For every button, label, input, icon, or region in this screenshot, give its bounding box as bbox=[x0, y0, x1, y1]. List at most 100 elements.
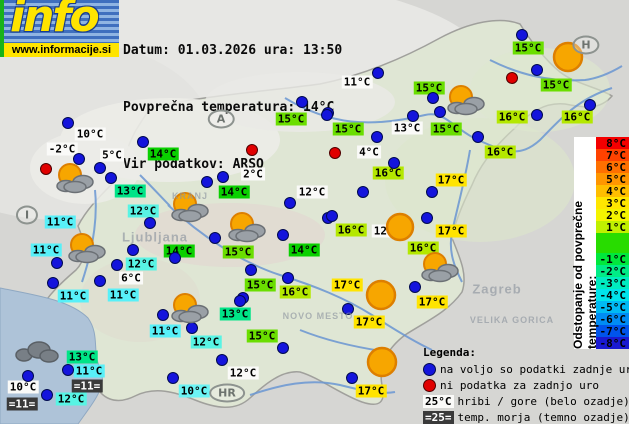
station-dot-blue bbox=[346, 372, 358, 384]
temperature-label: 14°C bbox=[147, 147, 179, 161]
legend-item: ni podatka za zadnjo uro bbox=[423, 377, 629, 393]
scale-band: -8°C bbox=[596, 337, 629, 350]
sun-icon bbox=[365, 279, 397, 311]
temperature-label: 15°C bbox=[430, 122, 462, 136]
scale-band bbox=[596, 233, 629, 253]
station-dot-blue bbox=[127, 244, 139, 256]
legend-item: 25°C hribi / gore (belo ozadje) bbox=[423, 393, 629, 409]
scale-band: 2°C bbox=[596, 209, 629, 222]
scale-band: 7°C bbox=[596, 149, 629, 162]
station-dot-blue bbox=[371, 131, 383, 143]
temperature-label: 15°C bbox=[332, 122, 364, 136]
site-logo[interactable]: info www.informacije.si bbox=[0, 0, 119, 57]
station-dot-blue bbox=[111, 259, 123, 271]
map-header: Datum: 01.03.2026 ura: 13:50 Povprečna t… bbox=[123, 3, 342, 212]
station-dot-blue bbox=[326, 210, 338, 222]
temperature-label: 12°C bbox=[227, 366, 259, 380]
temperature-label: 12°C bbox=[125, 257, 157, 271]
temperature-label: 17°C bbox=[435, 173, 467, 187]
deviation-scale: Odstopanje od povprečne temperature: 8°C… bbox=[571, 137, 629, 350]
site-logo-text: info bbox=[10, 0, 100, 42]
temperature-label: 15°C bbox=[246, 329, 278, 343]
temperature-label: 12°C bbox=[190, 335, 222, 349]
sun-cloud-icon bbox=[168, 191, 212, 223]
sun-cloud-icon bbox=[53, 162, 97, 194]
station-dot-blue bbox=[407, 110, 419, 122]
station-dot-blue bbox=[105, 172, 117, 184]
city-label: Kranj bbox=[171, 191, 209, 201]
temperature-label: 16°C bbox=[335, 223, 367, 237]
header-date: Datum: 01.03.2026 ura: 13:50 bbox=[123, 43, 343, 58]
temperature-label: 10°C bbox=[74, 127, 106, 141]
scale-band: -7°C bbox=[596, 325, 629, 338]
station-dot-blue bbox=[434, 106, 446, 118]
station-dot-blue bbox=[47, 277, 59, 289]
station-dot-blue bbox=[531, 109, 543, 121]
legend-item-text: ni podatka za zadnjo uro bbox=[440, 378, 599, 392]
station-dot-blue bbox=[201, 176, 213, 188]
temperature-label: -2°C bbox=[46, 142, 78, 156]
temperature-label: 11°C bbox=[341, 75, 373, 89]
scale-band: 6°C bbox=[596, 161, 629, 174]
temperature-label: 16°C bbox=[372, 166, 404, 180]
scale-band: -1°C bbox=[596, 253, 629, 266]
city-label: Zagreb bbox=[472, 281, 522, 297]
sun-cloud-icon bbox=[444, 84, 488, 116]
road-sign: A bbox=[207, 109, 235, 129]
temperature-label: 11°C bbox=[44, 215, 76, 229]
temperature-label: 17°C bbox=[331, 278, 363, 292]
temperature-label: 12°C bbox=[55, 392, 87, 406]
city-label: Velika Gorica bbox=[469, 315, 555, 325]
legend-items: na voljo so podatki zadnje ure ni podatka… bbox=[423, 361, 629, 424]
temperature-label: 15°C bbox=[540, 78, 572, 92]
station-dot-red bbox=[40, 163, 52, 175]
deviation-scale-bands: 8°C 7°C 6°C 5°C 4°C 3°C 2°C 1°C -1°C -2°C -3°C -4°C… bbox=[596, 137, 629, 350]
temperature-label: 11°C bbox=[107, 288, 139, 302]
station-dot-blue bbox=[409, 281, 421, 293]
temperature-label: =11= bbox=[6, 397, 38, 411]
temperature-label: 15°C bbox=[222, 245, 254, 259]
scale-band: 5°C bbox=[596, 173, 629, 186]
scale-band: 8°C bbox=[596, 137, 629, 150]
temperature-label: 16°C bbox=[407, 241, 439, 255]
legend: Legenda: na voljo so podatki zadnje ure n… bbox=[423, 346, 629, 424]
blue-dot-icon bbox=[423, 362, 436, 376]
sea-sample-box: =25= bbox=[423, 410, 454, 424]
legend-item-text: temp. morja (temno ozadje) bbox=[457, 410, 629, 424]
temperature-label: 4°C bbox=[357, 145, 381, 159]
temperature-label: 6°C bbox=[119, 271, 143, 285]
scale-band: -2°C bbox=[596, 265, 629, 278]
temperature-label: 16°C bbox=[561, 110, 593, 124]
legend-item: na voljo so podatki zadnje ure bbox=[423, 361, 629, 377]
temperature-label: 15°C bbox=[244, 278, 276, 292]
station-dot-blue bbox=[22, 370, 34, 382]
sun-cloud-icon bbox=[65, 232, 109, 264]
scale-band: -4°C bbox=[596, 289, 629, 302]
city-label: Ljubljana bbox=[121, 229, 189, 245]
station-dot-blue bbox=[321, 109, 333, 121]
station-dot-blue bbox=[169, 252, 181, 264]
site-url: www.informacije.si bbox=[4, 43, 119, 57]
station-dot-blue bbox=[94, 162, 106, 174]
legend-title: Legenda: bbox=[423, 346, 476, 359]
temperature-label: 15°C bbox=[512, 41, 544, 55]
temperature-label: 15°C bbox=[275, 112, 307, 126]
temperature-label: 16°C bbox=[279, 285, 311, 299]
road-sign: HR bbox=[209, 383, 245, 403]
station-dot-blue bbox=[157, 309, 169, 321]
station-dot-blue bbox=[277, 229, 289, 241]
temperature-label: 13°C bbox=[391, 121, 423, 135]
scale-band: 3°C bbox=[596, 197, 629, 210]
temperature-label: 2°C bbox=[241, 167, 265, 181]
temperature-label: =11= bbox=[71, 379, 103, 393]
sun-cloud-icon bbox=[225, 211, 269, 243]
temperature-label: 14°C bbox=[288, 243, 320, 257]
temperature-label: 13°C bbox=[219, 307, 251, 321]
sun-icon bbox=[366, 346, 398, 378]
station-dot-blue bbox=[282, 272, 294, 284]
station-dot-blue bbox=[62, 117, 74, 129]
station-dot-blue bbox=[427, 92, 439, 104]
station-dot-blue bbox=[167, 372, 179, 384]
sun-cloud-icon bbox=[168, 292, 212, 324]
road-sign: I bbox=[15, 205, 39, 225]
